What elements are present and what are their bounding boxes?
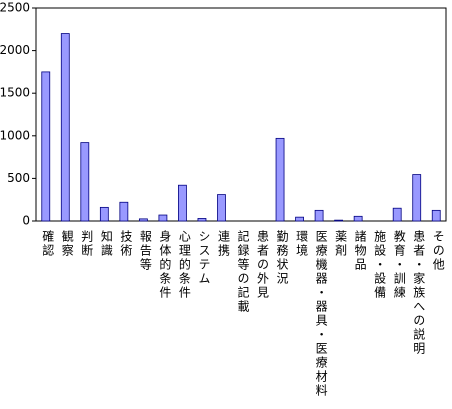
x-tick-label: 諸物品: [353, 229, 367, 272]
x-tick-label: 判断: [80, 230, 94, 258]
x-tick-label: 身体的条件: [158, 229, 172, 300]
y-tick-label: 1000: [0, 128, 30, 142]
y-tick-label: 1500: [0, 86, 30, 100]
x-tick-label: 心理的条件: [177, 230, 191, 300]
bar: [217, 194, 226, 222]
x-tick-label: 観察: [60, 230, 74, 258]
x-tick-label: 連携: [216, 230, 230, 258]
bar: [392, 207, 402, 222]
bar: [158, 214, 168, 222]
x-tick-label: 医療機器・器具・医療材料: [314, 230, 328, 398]
x-tick-label: 薬剤: [334, 230, 348, 258]
bar: [80, 142, 90, 222]
bar: [314, 209, 324, 222]
x-tick-label: 施設・設備: [373, 230, 387, 300]
bar: [353, 215, 363, 222]
bar: [431, 209, 441, 222]
bar: [60, 33, 70, 222]
bar: [138, 218, 148, 222]
x-tick-label: 知識: [99, 230, 113, 258]
x-tick-label: 教育・訓練: [392, 229, 406, 300]
bar: [197, 218, 207, 222]
x-tick-label: 患者の外見: [256, 230, 270, 300]
bar: [275, 137, 285, 222]
y-tick-label: 2000: [0, 43, 30, 57]
x-tick-label: 記録等の記載: [236, 229, 250, 314]
x-tick-label: その他: [431, 230, 445, 272]
bar: [295, 216, 304, 222]
y-tick-label: 0: [22, 214, 30, 228]
x-tick-label: 勤務状況: [275, 230, 289, 286]
x-tick-label: システム: [197, 230, 211, 286]
bar: [119, 201, 129, 222]
bar: [178, 184, 187, 222]
bar: [412, 174, 422, 222]
y-tick-label: 2500: [0, 1, 30, 15]
x-tick-label: 技術: [119, 230, 133, 258]
bar: [334, 219, 344, 222]
x-tick-label: 報告等: [138, 230, 152, 272]
bar: [99, 206, 109, 222]
x-tick-label: 患者・家族への説明: [412, 230, 426, 356]
bar: [41, 71, 51, 222]
x-tick-label: 環境: [295, 230, 309, 258]
x-tick-label: 確認: [41, 229, 55, 258]
y-tick-label: 500: [7, 171, 30, 185]
plot-area: [35, 7, 447, 222]
